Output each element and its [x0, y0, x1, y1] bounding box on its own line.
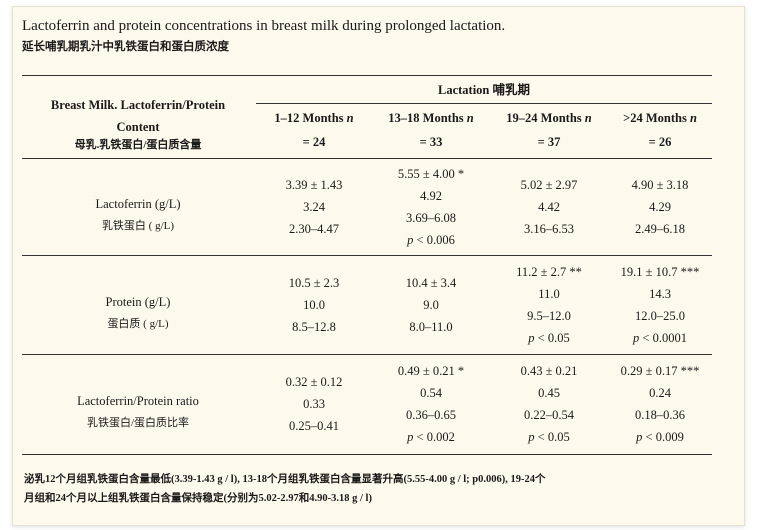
p-value-text: < 0.05	[537, 331, 570, 345]
cell-range: 12.0–25.0	[635, 309, 685, 323]
p-symbol: p	[528, 331, 535, 345]
cell-range: 9.5–12.0	[527, 309, 571, 323]
row-divider-1	[22, 255, 712, 256]
table-title: Lactoferrin and protein concentrations i…	[22, 18, 506, 34]
cell-mean-sd: 0.29 ± 0.17 ***	[620, 364, 700, 378]
cell-range: 3.69–6.08	[406, 211, 456, 225]
cell-mean-sd: 19.1 ± 10.7 ***	[620, 265, 700, 279]
cell-p-value: p < 0.05	[490, 426, 608, 449]
p-symbol: p	[636, 430, 643, 444]
column-n-label: n	[584, 111, 592, 125]
cell-median: 0.33	[303, 397, 325, 411]
document-card	[12, 6, 745, 526]
column-n-label: n	[466, 111, 474, 125]
column-n-label: n	[689, 111, 697, 125]
cell-median: 0.24	[649, 386, 671, 400]
footer-line-1: 泌乳12个月组乳铁蛋白含量最低(3.39-1.43 g / l), 13-18个…	[24, 474, 546, 485]
cell-range: 0.22–0.54	[524, 408, 574, 422]
row-label-cn: 蛋白质 ( g/L)	[107, 318, 169, 330]
group-header-rule	[256, 103, 712, 104]
column-header-range: 19–24 Months n	[490, 107, 608, 129]
cell-median: 11.0	[538, 287, 560, 301]
row-label-en: Protein (g/L)	[105, 295, 171, 309]
cell-range: 8.0–11.0	[409, 320, 453, 334]
cell-median: 14.3	[649, 287, 671, 301]
cell-range: 0.25–0.41	[289, 419, 339, 433]
cell-mean-sd: 10.5 ± 2.3	[288, 276, 340, 290]
cell-median: 10.0	[303, 298, 325, 312]
cell-range: 0.36–0.65	[406, 408, 456, 422]
cell-p-value: p < 0.006	[372, 229, 490, 252]
column-header-range: 1–12 Months n	[256, 107, 372, 129]
cell-mean-sd: 10.4 ± 3.4	[405, 276, 457, 290]
cell-mean-sd: 0.32 ± 0.12	[285, 375, 343, 389]
row-label-en: Lactoferrin (g/L)	[95, 197, 181, 211]
cell-p-value: p < 0.05	[490, 327, 608, 350]
column-range-label: 19–24 Months	[506, 111, 582, 125]
cell-p-value: p < 0.009	[608, 426, 712, 449]
cell-range: 3.16–6.53	[524, 222, 574, 236]
row-header-line2: Content	[116, 120, 160, 134]
cell-median: 4.42	[538, 200, 560, 214]
column-header-range: >24 Months n	[608, 107, 712, 129]
cell-p-value: p < 0.0001	[608, 327, 712, 350]
cell-mean-sd: 4.90 ± 3.18	[631, 178, 689, 192]
column-header-range: 13–18 Months n	[372, 107, 490, 129]
cell-mean-sd: 0.43 ± 0.21	[520, 364, 578, 378]
row-header-line1: Breast Milk. Lactoferrin/Protein	[50, 98, 226, 112]
cell-range: 0.18–0.36	[635, 408, 685, 422]
p-value-text: < 0.05	[537, 430, 570, 444]
p-value-text: < 0.009	[645, 430, 684, 444]
footer-note: 泌乳12个月组乳铁蛋白含量最低(3.39-1.43 g / l), 13-18个…	[24, 470, 714, 508]
table-subtitle: 延长哺乳期乳汁中乳铁蛋白和蛋白质浓度	[22, 41, 229, 53]
cell-median: 3.24	[303, 200, 325, 214]
column-n-label: n	[346, 111, 354, 125]
row-label-cn: 乳铁蛋白 ( g/L)	[101, 220, 175, 232]
column-range-label: 13–18 Months	[388, 111, 464, 125]
top-rule	[22, 75, 712, 76]
p-value-text: < 0.006	[416, 233, 455, 247]
header-bottom-rule	[22, 158, 712, 159]
cell-range: 2.30–4.47	[289, 222, 339, 236]
cell-median: 4.92	[420, 189, 442, 203]
footer-line-2: 月组和24个月以上组乳铁蛋白含量保持稳定(分别为5.02-2.97和4.90-3…	[24, 493, 372, 504]
column-range-label: 1–12 Months	[274, 111, 344, 125]
cell-range: 2.49–6.18	[635, 222, 685, 236]
cell-mean-sd: 5.02 ± 2.97	[520, 178, 578, 192]
cell-median: 0.54	[420, 386, 442, 400]
column-header-n: = 24	[302, 135, 326, 149]
row-divider-2	[22, 354, 712, 355]
lactation-group-header: Lactation 哺乳期	[437, 83, 530, 97]
cell-median: 4.29	[649, 200, 671, 214]
p-value-text: < 0.0001	[642, 331, 687, 345]
cell-median: 0.45	[538, 386, 560, 400]
p-symbol: p	[407, 233, 414, 247]
cell-mean-sd: 5.55 ± 4.00 *	[397, 167, 465, 181]
cell-median: 9.0	[423, 298, 439, 312]
row-label-en: Lactoferrin/Protein ratio	[77, 394, 199, 408]
cell-mean-sd: 11.2 ± 2.7 **	[516, 265, 582, 279]
row-header-line3: 母乳.乳铁蛋白/蛋白质含量	[74, 139, 202, 151]
column-range-label: >24 Months	[623, 111, 687, 125]
cell-p-value: p < 0.002	[372, 426, 490, 449]
p-symbol: p	[528, 430, 535, 444]
p-symbol: p	[407, 430, 414, 444]
column-header-n: = 26	[648, 135, 672, 149]
column-header-n: = 33	[419, 135, 443, 149]
bottom-rule	[22, 454, 712, 455]
p-symbol: p	[633, 331, 640, 345]
column-header-n: = 37	[537, 135, 561, 149]
cell-mean-sd: 3.39 ± 1.43	[285, 178, 343, 192]
cell-range: 8.5–12.8	[292, 320, 336, 334]
row-label-cn: 乳铁蛋白/蛋白质比率	[86, 417, 190, 429]
p-value-text: < 0.002	[416, 430, 455, 444]
cell-mean-sd: 0.49 ± 0.21 *	[397, 364, 465, 378]
